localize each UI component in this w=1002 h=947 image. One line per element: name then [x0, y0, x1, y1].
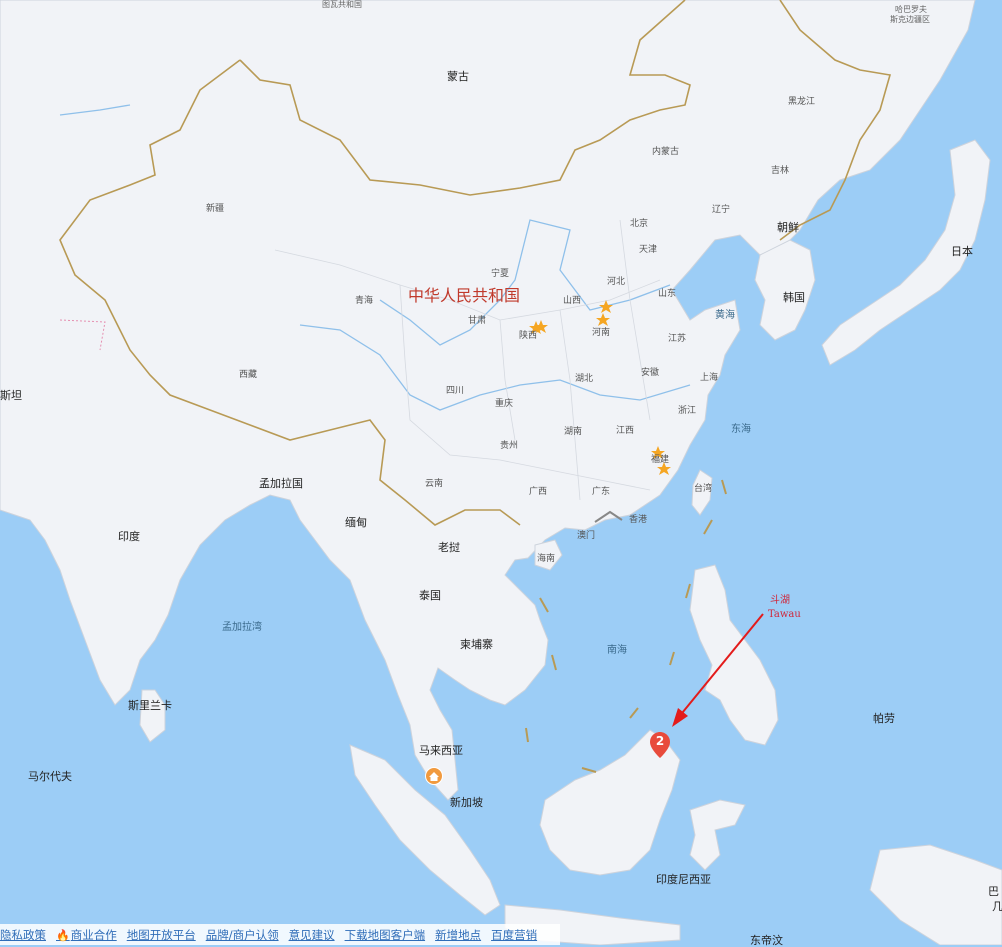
- japan-islands: [821, 139, 991, 366]
- label-indonesia: 印度尼西亚: [656, 873, 711, 886]
- label-guangxi: 广西: [529, 487, 548, 497]
- label-east-sea: 东海: [731, 424, 751, 435]
- label-laos: 老挝: [438, 541, 460, 554]
- label-yunnan: 云南: [425, 479, 444, 489]
- label-bangladesh: 孟加拉国: [259, 477, 303, 490]
- label-liaoning: 辽宁: [712, 205, 731, 215]
- label-fujian: 福建: [651, 455, 670, 465]
- footer-link-privacy[interactable]: 隐私政策: [0, 927, 46, 942]
- borneo-island: [539, 729, 681, 876]
- footer-link-business[interactable]: 🔥商业合作: [56, 927, 117, 943]
- label-guizhou: 贵州: [500, 441, 519, 451]
- rivers: [59, 104, 691, 411]
- china-border: [59, 0, 892, 526]
- map-marker-2[interactable]: 2: [650, 732, 670, 758]
- mainland-landmass: [0, 0, 976, 801]
- footer-link-business-label: 商业合作: [70, 927, 117, 942]
- label-south-sea: 南海: [607, 645, 627, 656]
- label-zhejiang: 浙江: [678, 406, 697, 416]
- label-mongolia: 蒙古: [447, 70, 469, 83]
- marker-number: 2: [655, 734, 665, 748]
- label-jilin: 吉林: [771, 166, 790, 176]
- philippines-islands: [689, 564, 779, 746]
- footer-link-open-platform[interactable]: 地图开放平台: [126, 927, 196, 942]
- label-taiwan: 台湾: [694, 484, 713, 494]
- footer-link-add-place[interactable]: 新增地点: [435, 927, 482, 942]
- label-beijing: 北京: [630, 219, 649, 229]
- label-east-timor-partial: 东帝汶: [750, 934, 783, 947]
- label-india: 印度: [118, 530, 140, 543]
- label-maldives: 马尔代夫: [28, 770, 72, 783]
- label-top-partial: 图瓦共和国: [322, 0, 362, 9]
- fire-icon: 🔥: [56, 928, 70, 942]
- label-pakistan-partial: 斯坦: [0, 389, 22, 402]
- footer-link-download-client[interactable]: 下载地图客户端: [344, 927, 426, 942]
- marker-pin-icon: [650, 732, 670, 758]
- footer-link-feedback[interactable]: 意见建议: [288, 927, 335, 942]
- label-myanmar: 缅甸: [345, 516, 367, 529]
- label-palau: 帕劳: [873, 712, 895, 725]
- label-hebei: 河北: [607, 277, 626, 287]
- label-hainan: 海南: [537, 554, 556, 564]
- label-xizang: 西藏: [239, 370, 258, 380]
- label-right-edge-1: 巴: [988, 885, 999, 898]
- hainan-island: [534, 539, 563, 571]
- footer-link-marketing[interactable]: 百度营销: [491, 927, 538, 942]
- label-shandong: 山东: [658, 289, 677, 299]
- poi-stars: [529, 300, 671, 475]
- label-hunan: 湖南: [564, 427, 583, 437]
- label-shanxi: 山西: [563, 296, 582, 306]
- label-sichuan: 四川: [446, 386, 465, 396]
- hk-pointer: [594, 510, 623, 523]
- label-jiangxi: 江西: [616, 426, 635, 436]
- label-singapore: 新加坡: [450, 796, 483, 809]
- label-heilongjiang: 黑龙江: [788, 97, 816, 107]
- label-ningxia: 宁夏: [491, 269, 510, 279]
- annotation-en: Tawau: [768, 609, 801, 620]
- label-xinjiang: 新疆: [206, 204, 225, 214]
- footer-link-brand-claim[interactable]: 品牌/商户认领: [205, 927, 279, 942]
- label-shaanxi: 陕西: [519, 331, 538, 341]
- label-thailand: 泰国: [419, 589, 441, 602]
- label-qinghai: 青海: [355, 296, 374, 306]
- home-poi-icon[interactable]: [425, 767, 443, 785]
- label-japan: 日本: [951, 245, 973, 258]
- sumatra-island: [349, 744, 501, 916]
- label-anhui: 安徽: [641, 368, 660, 378]
- label-jiangsu: 江苏: [668, 334, 687, 344]
- province-borders: [274, 219, 661, 501]
- label-bay-of-bengal: 孟加拉湾: [222, 622, 262, 633]
- korean-peninsula: [754, 239, 816, 341]
- label-cambodia: 柬埔寨: [460, 638, 493, 651]
- annotation-arrow: [672, 613, 764, 727]
- label-right-edge-2: 几: [992, 900, 1002, 913]
- label-hubei: 湖北: [575, 374, 594, 384]
- label-gansu: 甘肃: [468, 316, 487, 326]
- label-chongqing: 重庆: [495, 399, 514, 409]
- annotation-cn: 斗湖: [770, 595, 790, 606]
- map-footer: 隐私政策 🔥商业合作 地图开放平台 品牌/商户认领 意见建议 下载地图客户端 新…: [0, 924, 560, 945]
- label-guangdong: 广东: [592, 487, 611, 497]
- nine-dash-line: [525, 479, 727, 773]
- label-khabarovsk-1: 哈巴罗夫: [895, 5, 927, 14]
- label-shanghai: 上海: [700, 373, 719, 383]
- label-tianjin: 天津: [639, 245, 658, 255]
- label-hongkong: 香港: [629, 515, 648, 525]
- label-south-korea: 韩国: [783, 291, 805, 304]
- label-north-korea: 朝鲜: [777, 221, 799, 234]
- disputed-border: [59, 319, 106, 351]
- taiwan-island: [691, 469, 713, 516]
- label-macau: 澳门: [577, 531, 596, 541]
- label-yellow-sea: 黄海: [715, 310, 735, 321]
- label-china: 中华人民共和国: [408, 286, 521, 305]
- label-henan: 河南: [592, 328, 611, 338]
- new-guinea-partial: [869, 844, 1002, 945]
- label-malaysia: 马来西亚: [419, 744, 463, 757]
- sulawesi-island: [689, 799, 746, 871]
- label-sri-lanka: 斯里兰卡: [128, 699, 172, 712]
- sri-lanka-island: [139, 689, 166, 743]
- label-khabarovsk-2: 斯克边疆区: [890, 15, 930, 24]
- label-nei-menggu: 内蒙古: [652, 147, 680, 157]
